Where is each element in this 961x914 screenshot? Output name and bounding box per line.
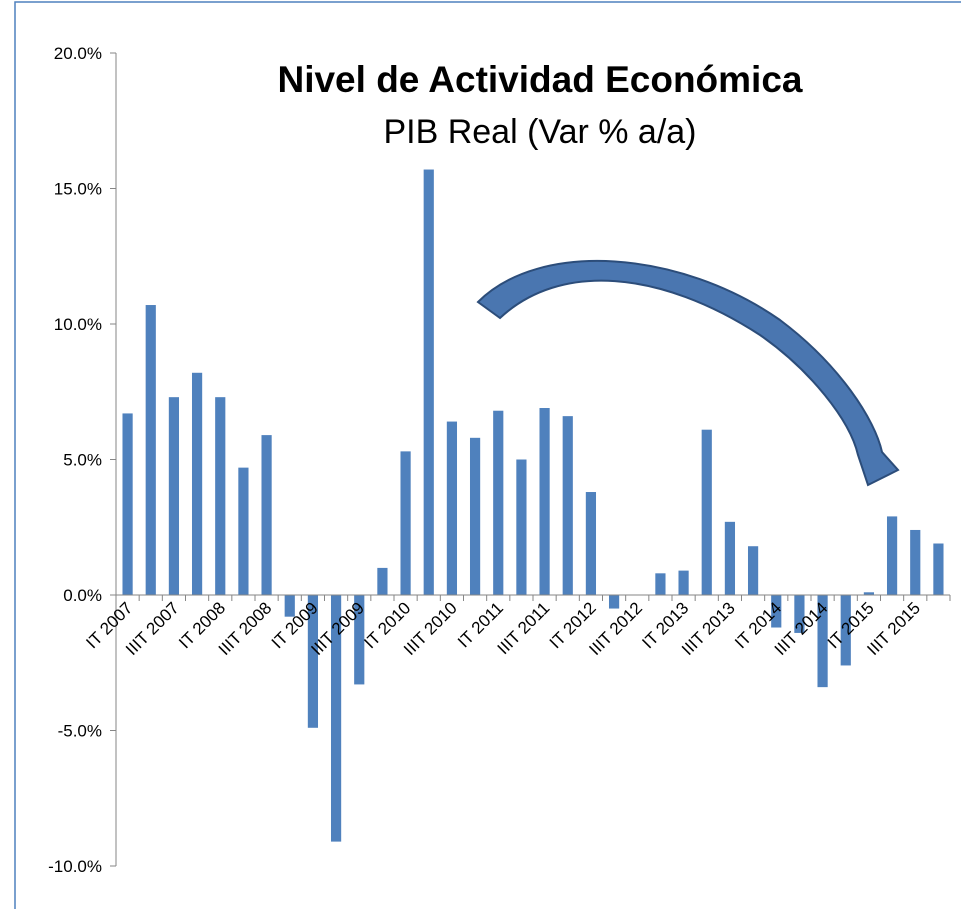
bar <box>701 429 712 595</box>
bar <box>886 516 898 595</box>
y-tick-label: 5.0% <box>63 451 102 470</box>
chart-title: Nivel de Actividad Económica <box>277 59 802 100</box>
bar <box>400 451 411 595</box>
bar <box>747 546 759 595</box>
bar <box>377 567 388 595</box>
bar <box>539 408 550 595</box>
bar <box>215 397 226 595</box>
bar <box>608 595 620 609</box>
bar <box>469 437 481 595</box>
arrow <box>476 260 900 487</box>
bar <box>794 595 805 633</box>
bar <box>191 372 203 595</box>
bar <box>238 467 249 595</box>
bar <box>284 595 295 617</box>
bar <box>516 459 527 595</box>
bar <box>840 595 851 666</box>
bar <box>562 416 573 595</box>
bar <box>817 595 828 688</box>
bar <box>678 570 689 595</box>
y-tick-label: 15.0% <box>54 180 102 199</box>
bar <box>655 573 666 595</box>
y-tick-label: -10.0% <box>48 857 102 876</box>
bar <box>354 595 365 685</box>
bar <box>423 169 434 595</box>
bar <box>910 529 921 595</box>
bar <box>863 592 875 595</box>
bar <box>122 413 133 595</box>
bar <box>493 410 504 595</box>
bar <box>724 521 736 595</box>
bar <box>585 492 597 595</box>
chart-subtitle: PIB Real (Var % a/a) <box>383 113 696 151</box>
bar <box>145 305 156 595</box>
bar <box>446 421 458 595</box>
bar <box>307 595 319 728</box>
bar <box>330 595 342 842</box>
bar <box>168 397 180 595</box>
y-tick-label: 0.0% <box>63 586 102 605</box>
bar <box>771 595 782 628</box>
y-tick-label: -5.0% <box>58 722 102 741</box>
y-tick-label: 20.0% <box>54 44 102 63</box>
bar <box>933 543 944 595</box>
bar <box>261 435 272 595</box>
y-tick-label: 10.0% <box>54 315 102 334</box>
